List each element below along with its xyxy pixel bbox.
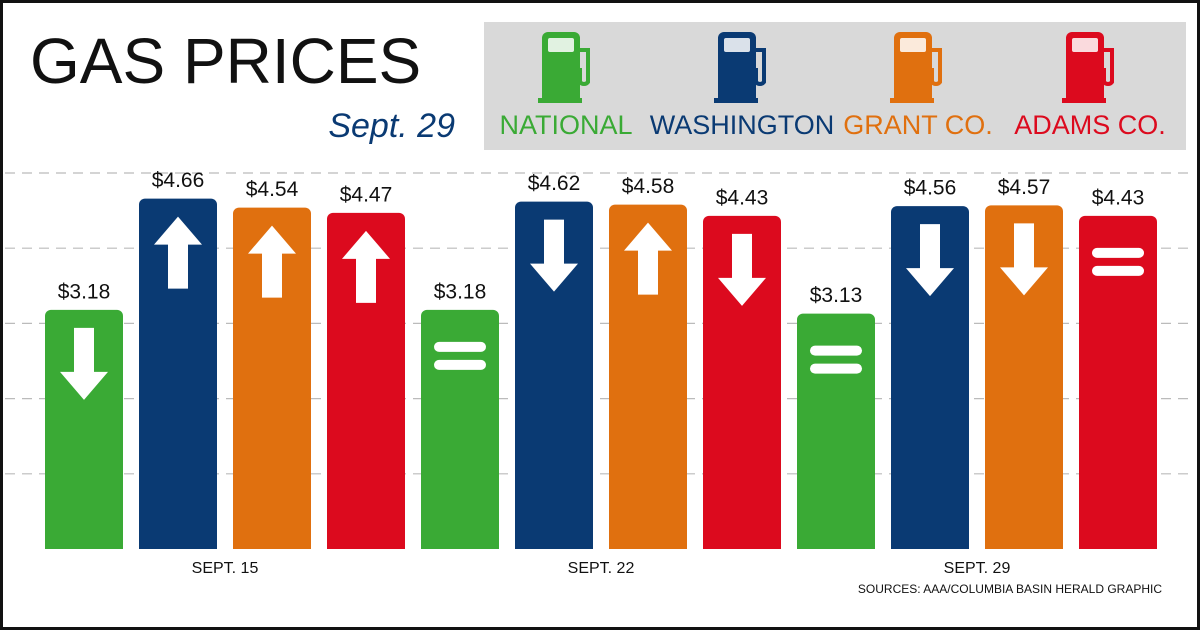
trend-equal bbox=[1092, 265, 1144, 276]
trend-arrow-down bbox=[1000, 223, 1048, 296]
trend-arrow-down bbox=[906, 224, 954, 297]
value-label: $4.66 bbox=[152, 169, 205, 192]
chart-subtitle: Sept. 29 bbox=[328, 107, 455, 145]
trend-arrow-up bbox=[154, 216, 202, 289]
trend-equal bbox=[434, 341, 486, 352]
bar bbox=[45, 309, 123, 549]
x-tick-label: SEPT. 15 bbox=[192, 560, 259, 577]
bar bbox=[233, 207, 311, 550]
value-label: $4.47 bbox=[340, 183, 393, 206]
bar bbox=[703, 215, 781, 549]
trend-arrow-up bbox=[624, 222, 672, 295]
trend-arrow-down bbox=[60, 327, 108, 400]
bar bbox=[891, 206, 969, 549]
legend-label: ADAMS CO. bbox=[1014, 110, 1166, 140]
pump-screen bbox=[724, 38, 750, 52]
value-label: $3.13 bbox=[810, 284, 863, 307]
trend-arrow-down bbox=[718, 233, 766, 306]
pump-base bbox=[1062, 98, 1106, 103]
legend-icon bbox=[1062, 32, 1114, 103]
legend-icon bbox=[890, 32, 942, 103]
bar bbox=[139, 198, 217, 549]
source: SOURCES: AAA/COLUMBIA BASIN HERALD GRAPH… bbox=[858, 582, 1162, 596]
legend-label: NATIONAL bbox=[499, 110, 632, 140]
value-label: $4.43 bbox=[716, 186, 769, 209]
trend-equal bbox=[1092, 247, 1144, 258]
value-label: $4.43 bbox=[1092, 186, 1145, 209]
value-label: $4.56 bbox=[904, 177, 957, 200]
pump-screen bbox=[1072, 38, 1098, 52]
pump-screen bbox=[548, 38, 574, 52]
bar bbox=[985, 205, 1063, 549]
trend-arrow-down bbox=[530, 219, 578, 292]
x-tick-label: SEPT. 29 bbox=[944, 560, 1011, 577]
bar bbox=[327, 212, 405, 549]
pump-base bbox=[538, 98, 582, 103]
pump-hose bbox=[578, 48, 590, 86]
trend-equal bbox=[810, 345, 862, 356]
legend-icon bbox=[714, 32, 766, 103]
bar bbox=[1079, 215, 1157, 549]
pump-base bbox=[890, 98, 934, 103]
pump-base bbox=[714, 98, 758, 103]
value-label: $4.57 bbox=[998, 176, 1051, 199]
x-tick-label: SEPT. 22 bbox=[568, 560, 635, 577]
trend-arrow-up bbox=[342, 230, 390, 303]
trend-equal bbox=[434, 359, 486, 370]
pump-hose bbox=[1102, 48, 1114, 86]
trend-equal bbox=[810, 363, 862, 374]
bar bbox=[515, 201, 593, 550]
bar bbox=[609, 204, 687, 550]
chart-title: GAS PRICES bbox=[30, 25, 421, 97]
trend-arrow-up bbox=[248, 225, 296, 298]
pump-hose bbox=[930, 48, 942, 86]
value-label: $3.18 bbox=[58, 280, 111, 303]
value-label: $4.62 bbox=[528, 172, 581, 195]
value-label: $4.58 bbox=[622, 175, 675, 198]
value-label: $3.18 bbox=[434, 280, 487, 303]
value-label: $4.54 bbox=[246, 178, 299, 201]
legend-icon bbox=[538, 32, 590, 103]
pump-screen bbox=[900, 38, 926, 52]
legend-label: GRANT CO. bbox=[843, 110, 993, 140]
pump-hose bbox=[754, 48, 766, 86]
legend-label: WASHINGTON bbox=[650, 110, 835, 140]
